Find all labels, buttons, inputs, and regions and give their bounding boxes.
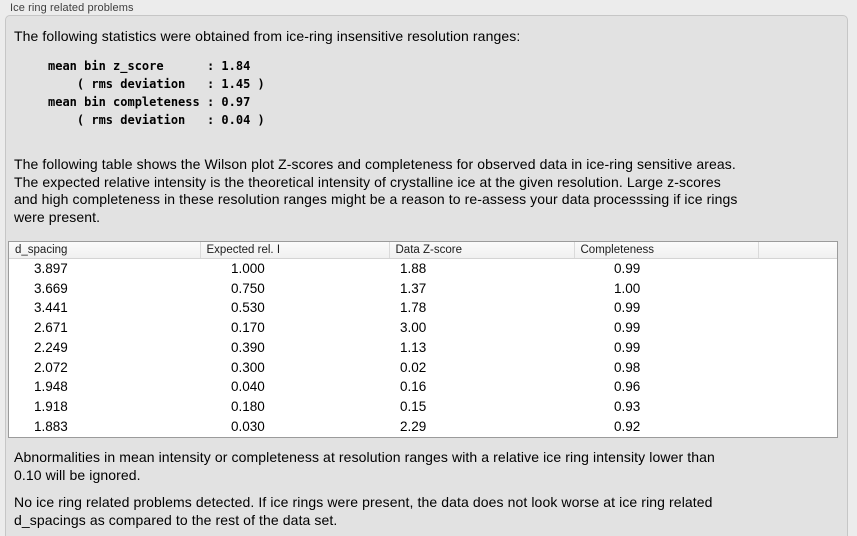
- table-cell: 0.040: [231, 379, 265, 395]
- table-cell: 0.15: [400, 398, 427, 414]
- table-cell: 1.000: [231, 261, 265, 276]
- table-cell-filler: [758, 397, 837, 417]
- column-header-filler: [757, 242, 837, 259]
- table-cell-filler: [758, 298, 837, 318]
- table-cell: 0.99: [614, 320, 641, 336]
- table-cell-filler: [758, 318, 837, 338]
- table-cell: 3.669: [34, 280, 68, 296]
- table-cell: 1.883: [34, 418, 68, 434]
- table-cell: 0.99: [614, 261, 641, 276]
- ignore-note-text: Abnormalities in mean intensity or compl…: [14, 449, 715, 483]
- column-header-completeness: Completeness: [573, 242, 758, 259]
- table-row[interactable]: 3.441 0.530 1.78 0.99: [9, 298, 837, 318]
- table-cell: 0.750: [231, 280, 265, 296]
- table-row[interactable]: 2.671 0.170 3.00 0.99: [9, 318, 837, 338]
- table-cell-filler: [758, 279, 837, 299]
- table-row[interactable]: 3.897 1.000 1.88 0.99: [9, 259, 837, 279]
- table-cell-filler: [758, 377, 837, 397]
- table-header: d_spacing Expected rel. I Data Z-score Comp…: [9, 242, 837, 259]
- description-text: The following table shows the Wilson plo…: [14, 156, 738, 225]
- conclusion-text: No ice ring related problems detected. I…: [14, 494, 713, 528]
- table-header-row: d_spacing Expected rel. I Data Z-score Comp…: [9, 242, 837, 259]
- table-cell: 0.93: [614, 398, 641, 414]
- table-cell: 1.948: [34, 379, 68, 395]
- ice-ring-table: d_spacing Expected rel. I Data Z-score Comp…: [9, 242, 837, 436]
- table-cell: 0.170: [231, 320, 265, 336]
- table-body: 3.897 1.000 1.88 0.99 3.669 0.750 1.37 1.00 3.44…: [9, 259, 837, 437]
- table-cell-filler: [758, 259, 837, 279]
- table-cell: 0.030: [231, 418, 265, 434]
- column-header-expected-rel-i: Expected rel. I: [199, 242, 389, 259]
- table-cell: 0.530: [231, 300, 265, 316]
- table-cell: 1.37: [400, 280, 427, 296]
- table-cell: 1.13: [400, 339, 427, 355]
- table-cell-filler: [758, 417, 837, 437]
- table-row[interactable]: 1.883 0.030 2.29 0.92: [9, 417, 837, 437]
- table-cell: 1.00: [614, 280, 641, 296]
- table-cell: 0.99: [614, 339, 641, 355]
- table-cell: 2.29: [400, 418, 427, 434]
- table-row[interactable]: 1.918 0.180 0.15 0.93: [9, 397, 837, 417]
- table-row[interactable]: 1.948 0.040 0.16 0.96: [9, 377, 837, 397]
- ice-ring-groupbox: The following statistics were obtained f…: [5, 15, 848, 536]
- table-cell: 2.249: [34, 339, 68, 355]
- table-cell: 2.671: [34, 320, 68, 336]
- table-cell: 3.00: [400, 320, 427, 336]
- table-cell: 1.918: [34, 398, 68, 414]
- stats-block: mean bin z_score : 1.84 ( rms deviation …: [48, 59, 265, 127]
- table-cell-filler: [758, 358, 837, 378]
- table-row[interactable]: 2.072 0.300 0.02 0.98: [9, 358, 837, 378]
- groupbox-content: The following statistics were obtained f…: [6, 16, 847, 536]
- table-cell: 0.180: [231, 398, 265, 414]
- table-cell: 3.441: [34, 300, 68, 316]
- table-cell: 0.16: [400, 379, 427, 395]
- table-cell: 1.88: [400, 261, 427, 276]
- panel-title: Ice ring related problems: [10, 2, 134, 14]
- table-cell: 0.96: [614, 379, 641, 395]
- table-cell: 0.99: [614, 300, 641, 316]
- table-cell: 2.072: [34, 359, 68, 375]
- table-cell: 1.78: [400, 300, 427, 316]
- table-cell: 0.92: [614, 418, 641, 434]
- table-cell: 3.897: [34, 261, 68, 276]
- table-cell: 0.98: [614, 359, 641, 375]
- column-header-data-z-score: Data Z-score: [388, 242, 574, 259]
- table-row[interactable]: 2.249 0.390 1.13 0.99: [9, 338, 837, 358]
- table-cell: 0.300: [231, 359, 265, 375]
- column-header-d-spacing: d_spacing: [9, 242, 200, 259]
- intro-text: The following statistics were obtained f…: [14, 28, 521, 44]
- table-cell: 0.390: [231, 339, 265, 355]
- table-row[interactable]: 3.669 0.750 1.37 1.00: [9, 279, 837, 299]
- table-cell-filler: [758, 338, 837, 358]
- table-cell: 0.02: [400, 359, 427, 375]
- ice-ring-table-container[interactable]: d_spacing Expected rel. I Data Z-score Comp…: [8, 241, 838, 438]
